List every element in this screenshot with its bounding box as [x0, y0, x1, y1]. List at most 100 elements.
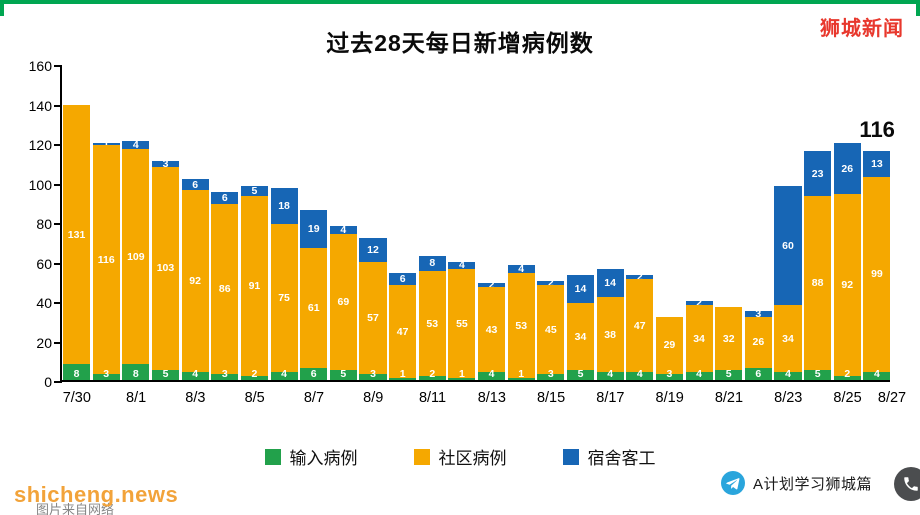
segment-value-label: 4: [458, 259, 465, 272]
segment-社区病例: 69: [329, 233, 357, 371]
segment-value-label: 47: [633, 319, 646, 332]
bar-8/8: 4 69 5: [329, 225, 357, 380]
segment-value-label: 12: [367, 243, 379, 256]
segment-输入病例: 3: [92, 368, 120, 380]
segment-value-label: 43: [485, 323, 498, 336]
segment-宿舍客工: 26: [833, 143, 861, 195]
bar-8/14: 4 53 1: [507, 264, 535, 380]
y-axis-tick-mark: [54, 183, 62, 186]
x-axis-tick-label: 8/7: [303, 390, 325, 406]
bar-7/31: 1 116 3: [92, 139, 120, 380]
segment-输入病例: 4: [863, 368, 891, 380]
segment-value-label: 131: [67, 228, 86, 241]
bar-8/5: 5 91 2: [240, 186, 268, 380]
segment-输入病例: 3: [211, 368, 239, 380]
segment-输入病例: 5: [329, 368, 357, 380]
segment-value-label: 2: [844, 367, 851, 380]
bar-8/12: 4 55 1: [448, 260, 476, 380]
last-bar-total-annotation: 116: [859, 116, 895, 142]
segment-value-label: 1: [458, 367, 465, 380]
segment-value-label: 8: [132, 367, 139, 380]
segment-value-label: 3: [370, 367, 376, 380]
segment-宿舍客工: 6: [389, 273, 417, 286]
segment-社区病例: 45: [537, 285, 565, 375]
segment-宿舍客工: 4: [507, 264, 535, 274]
segment-宿舍客工: 13: [863, 150, 891, 177]
segment-value-label: 88: [811, 276, 824, 289]
segment-社区病例: 103: [151, 166, 180, 371]
legend-swatch: [264, 448, 281, 465]
segment-value-label: 5: [577, 367, 584, 380]
x-axis-tick-label: 8/15: [536, 390, 566, 406]
segment-value-label: 18: [278, 199, 290, 212]
y-axis-tick-mark: [54, 381, 62, 383]
segment-value-label: 4: [518, 263, 525, 276]
segment-value-label: 3: [666, 367, 673, 380]
segment-输入病例: 4: [478, 368, 506, 380]
segment-value-label: 3: [162, 157, 169, 170]
y-axis-tick-label: 120: [28, 137, 52, 153]
y-axis-tick-label: 80: [36, 216, 52, 232]
segment-value-label: 1: [103, 137, 110, 150]
segment-输入病例: 4: [596, 368, 624, 380]
segment-输入病例: 4: [774, 368, 802, 380]
y-axis-tick-label: 100: [28, 176, 52, 193]
y-axis-tick-label: 140: [28, 97, 52, 114]
y-axis-tick-label: 20: [36, 334, 52, 351]
segment-value-label: 6: [310, 367, 317, 380]
bar-8/16: 14 34 5: [566, 275, 595, 380]
segment-社区病例: 34: [774, 304, 802, 373]
bar-8/6: 18 75 4: [270, 188, 298, 380]
segment-value-label: 23: [811, 167, 824, 180]
bar-8/15: 2 45 3: [537, 278, 565, 380]
segment-输入病例: 8: [122, 364, 150, 380]
segment-输入病例: 4: [181, 368, 209, 380]
segment-社区病例: 116: [92, 144, 120, 375]
segment-宿舍客工: 1: [92, 139, 120, 149]
segment-value-label: 1: [518, 367, 525, 380]
segment-value-label: 92: [841, 278, 854, 291]
segment-value-label: 53: [426, 317, 439, 330]
phone-icon: [894, 467, 920, 501]
segment-宿舍客工: 14: [566, 275, 595, 303]
segment-value-label: 4: [132, 138, 139, 151]
segment-value-label: 91: [248, 279, 261, 292]
top-border-line: [0, 0, 920, 4]
segment-value-label: 4: [192, 367, 199, 380]
bar-8/2: 3 103 5: [151, 158, 180, 380]
x-axis-tick-label: 8/21: [714, 390, 744, 406]
segment-社区病例: 109: [122, 148, 150, 365]
legend-item-社区病例: 社区病例: [413, 444, 507, 469]
segment-社区病例: 99: [863, 176, 891, 373]
y-axis-tick-label: 60: [36, 255, 52, 272]
segment-value-label: 116: [97, 253, 115, 266]
segment-value-label: 26: [752, 336, 765, 349]
segment-宿舍客工: 2: [537, 278, 565, 288]
segment-value-label: 6: [221, 192, 228, 205]
legend-label: 宿舍客工: [587, 449, 656, 468]
segment-value-label: 109: [127, 250, 145, 263]
segment-输入病例: 3: [537, 368, 565, 380]
segment-value-label: 32: [722, 332, 735, 345]
bar-8/7: 19 61 6: [300, 210, 328, 380]
y-axis-tick-mark: [54, 65, 62, 67]
segment-value-label: 103: [156, 262, 175, 275]
segment-value-label: 69: [337, 295, 350, 308]
bar-8/23: 60 34 4: [774, 186, 802, 380]
legend-swatch: [413, 448, 430, 465]
segment-宿舍客工: 3: [151, 158, 180, 168]
segment-value-label: 8: [429, 257, 436, 270]
segment-社区病例: 92: [181, 190, 209, 373]
y-axis-tick-mark: [54, 104, 62, 107]
segment-社区病例: 43: [478, 287, 506, 373]
segment-value-label: 4: [488, 367, 495, 380]
segment-输入病例: 1: [389, 368, 417, 380]
segment-value-label: 53: [515, 319, 528, 332]
legend-label: 社区病例: [438, 449, 507, 468]
bar-8/4: 6 86 3: [211, 192, 239, 380]
segment-value-label: 99: [871, 268, 883, 281]
segment-输入病例: 4: [270, 368, 298, 380]
segment-输入病例: 3: [655, 368, 683, 380]
bar-8/10: 6 47 1: [389, 273, 417, 380]
x-axis-tick-label: 8/9: [363, 390, 384, 406]
